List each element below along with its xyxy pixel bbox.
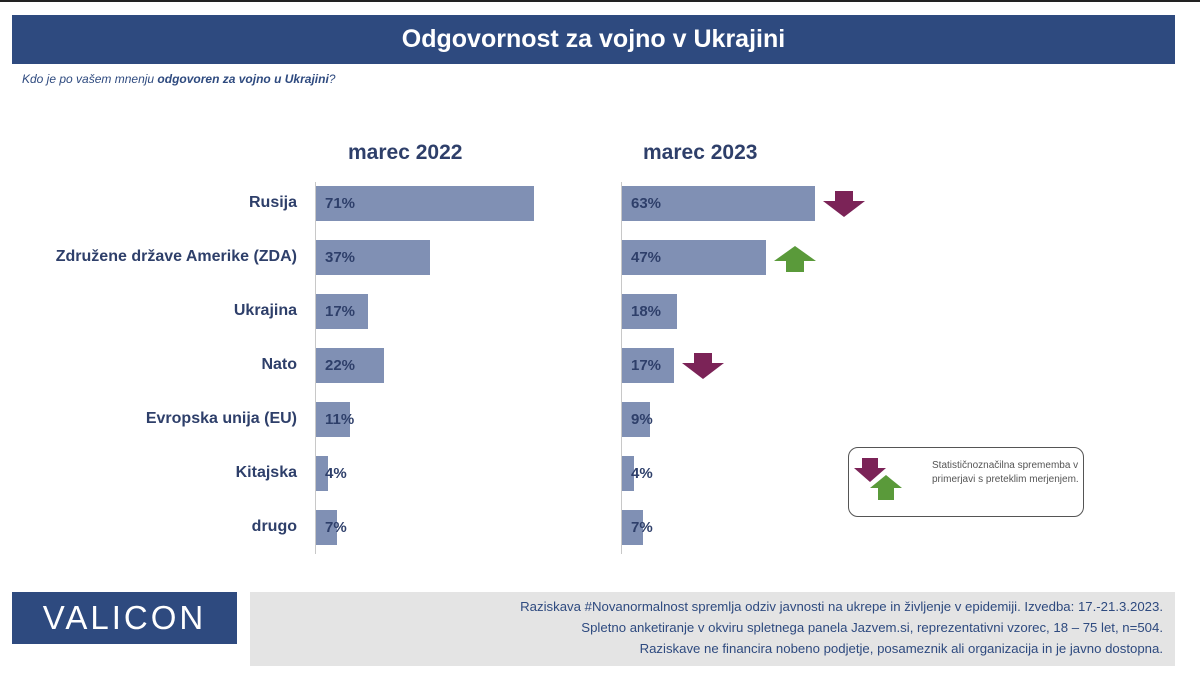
- data-label: 47%: [631, 249, 662, 266]
- legend-text: Statističnoznačilna sprememba v primerja…: [932, 460, 1079, 485]
- data-label: 17%: [325, 303, 356, 320]
- bar-2022: [316, 294, 369, 329]
- valicon-logo: VALICON: [12, 592, 237, 644]
- data-label: 37%: [325, 249, 356, 266]
- bar-2022: [316, 186, 534, 221]
- data-label: 7%: [325, 519, 347, 536]
- data-label: 11%: [325, 411, 355, 428]
- category-label: Evropska unija (EU): [145, 410, 297, 427]
- subtitle-prefix: Kdo je po vašem mnenju: [22, 72, 158, 86]
- bar-2023: [622, 294, 678, 329]
- data-label: 18%: [631, 303, 662, 320]
- data-label: 4%: [631, 465, 653, 482]
- bar-2022: [316, 402, 350, 437]
- data-label: 17%: [631, 357, 662, 374]
- category-label: Nato: [261, 356, 297, 373]
- subtitle-suffix: ?: [328, 72, 336, 86]
- bar-2023: [622, 456, 635, 491]
- category-label: Kitajska: [235, 464, 297, 481]
- bar-2022: [316, 456, 329, 491]
- bar-2022: [316, 348, 384, 383]
- data-label: 63%: [631, 195, 662, 212]
- down-arrow-icon: [823, 191, 866, 217]
- data-label: 71%: [325, 195, 356, 212]
- bar-2023: [622, 348, 675, 383]
- legend-box: [848, 447, 1084, 517]
- column-header-2023: marec 2023: [643, 141, 758, 164]
- footer-line-1: Raziskava #Novanormalnost spremlja odziv…: [520, 599, 1163, 614]
- category-label: drugo: [251, 518, 297, 535]
- bar-2022: [316, 240, 430, 275]
- category-label: Rusija: [248, 194, 297, 211]
- footer-note: Raziskava #Novanormalnost spremlja odziv…: [250, 592, 1175, 666]
- top-border: [0, 0, 1200, 2]
- up-arrow-icon: [774, 246, 817, 272]
- data-label: 22%: [325, 357, 356, 374]
- legend-arrows: [854, 458, 902, 500]
- data-label: 7%: [631, 519, 653, 536]
- axis-line-2022: [315, 182, 316, 554]
- category-label: Združene države Amerike (ZDA): [55, 248, 297, 265]
- bar-2022: [316, 510, 338, 545]
- legend-down-arrow-icon: [854, 458, 886, 482]
- footer-line-2: Spletno anketiranje v okviru spletnega p…: [581, 620, 1163, 635]
- column-header-2022: marec 2022: [348, 141, 463, 164]
- bar-2023: [622, 402, 650, 437]
- subtitle-bold: odgovoren za vojno u Ukrajini: [157, 72, 329, 86]
- chart-subtitle: Kdo je po vašem mnenju odgovoren za vojn…: [22, 72, 335, 86]
- data-label: 4%: [325, 465, 347, 482]
- down-arrow-icon: [682, 353, 725, 379]
- chart-title: Odgovornost za vojno v Ukrajini: [12, 15, 1175, 64]
- legend-up-arrow-icon: [870, 475, 902, 500]
- category-label: Ukrajina: [233, 302, 297, 319]
- axis-line-2023: [621, 182, 622, 554]
- data-label: 9%: [631, 411, 653, 428]
- bar-2023: [622, 510, 644, 545]
- footer-line-3: Raziskave ne financira nobeno podjetje, …: [639, 641, 1163, 656]
- bar-2023: [622, 186, 816, 221]
- bar-2023: [622, 240, 767, 275]
